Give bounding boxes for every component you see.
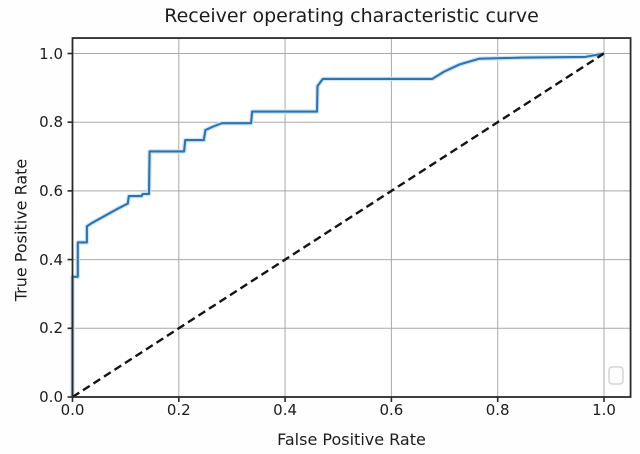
x-axis-label: False Positive Rate — [277, 430, 426, 449]
y-axis-label: True Positive Rate — [11, 158, 31, 302]
roc-curve-line — [71, 52, 605, 397]
chart-title: Receiver operating characteristic curve — [164, 5, 539, 27]
y-tick-label: 0.8 — [39, 113, 63, 132]
x-tick-label: 0.4 — [273, 401, 298, 419]
plot-spines — [71, 37, 632, 398]
x-tick-label: 1.0 — [592, 401, 616, 419]
legend-box — [608, 366, 624, 385]
x-tick-label: 0.8 — [485, 401, 510, 419]
y-tick-label: 0.4 — [39, 250, 63, 269]
x-tick-label: 0.0 — [60, 401, 85, 419]
chance-diagonal-line — [71, 52, 605, 399]
y-tick-label: 0.6 — [39, 181, 63, 200]
y-tick-label: 0.0 — [39, 388, 63, 406]
y-tick-label: 1.0 — [39, 44, 63, 63]
x-tick-label: 0.6 — [379, 401, 404, 419]
y-tick-label: 0.2 — [39, 319, 63, 338]
x-tick-label: 0.2 — [166, 401, 191, 419]
